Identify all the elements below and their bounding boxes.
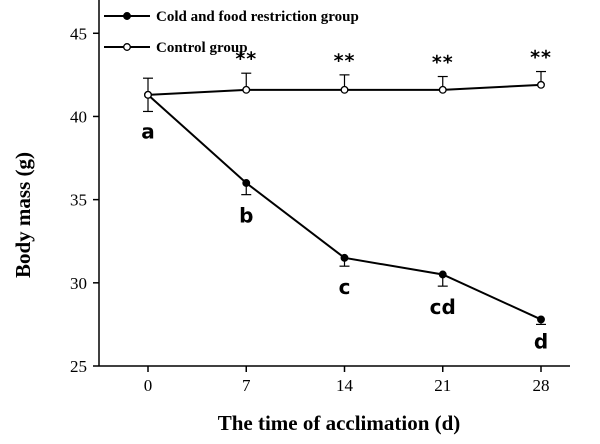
group-letter-21: cd	[430, 295, 456, 319]
y-tick-label-45: 45	[70, 24, 87, 43]
significance-mark-21: **	[432, 52, 454, 74]
point-control-14	[340, 85, 349, 94]
x-tick-label-21: 21	[434, 376, 451, 395]
legend-marker-control	[123, 43, 131, 51]
group-letter-28: d	[534, 329, 548, 353]
x-tick-label-0: 0	[144, 376, 153, 395]
point-control-0	[144, 90, 152, 99]
y-axis-title: Body mass (g)	[11, 152, 35, 278]
y-tick-label-30: 30	[70, 274, 87, 293]
group-letter-0: a	[141, 119, 155, 143]
point-control-21	[438, 85, 447, 94]
legend-label-control: Control group	[156, 40, 248, 56]
significance-mark-14: **	[334, 50, 356, 72]
legend-label-cold: Cold and food restriction group	[156, 9, 359, 25]
point-control-28	[537, 80, 545, 89]
point-cold-21	[438, 270, 447, 279]
plot-layer: 25 30 35 40 45 0 7 14 21 28 a b c cd d ** ** ** **	[70, 0, 570, 395]
group-letter-7: b	[239, 204, 253, 228]
x-tick-label-7: 7	[242, 376, 251, 395]
y-tick-label-25: 25	[70, 357, 87, 376]
y-tick-label-40: 40	[70, 107, 87, 126]
group-letter-14: c	[339, 275, 351, 299]
legend: Cold and food restriction group Control …	[104, 9, 359, 56]
point-cold-7	[242, 179, 251, 187]
point-cold-28	[537, 315, 545, 324]
significance-mark-28: **	[530, 47, 552, 69]
point-control-7	[242, 85, 251, 94]
point-cold-14	[340, 253, 349, 262]
y-tick-label-35: 35	[70, 191, 87, 210]
x-tick-label-28: 28	[533, 376, 550, 395]
x-axis-title: The time of acclimation (d)	[218, 411, 461, 435]
x-tick-label-14: 14	[336, 376, 354, 395]
significance-mark-7: **	[235, 48, 257, 70]
legend-marker-cold	[123, 12, 131, 20]
